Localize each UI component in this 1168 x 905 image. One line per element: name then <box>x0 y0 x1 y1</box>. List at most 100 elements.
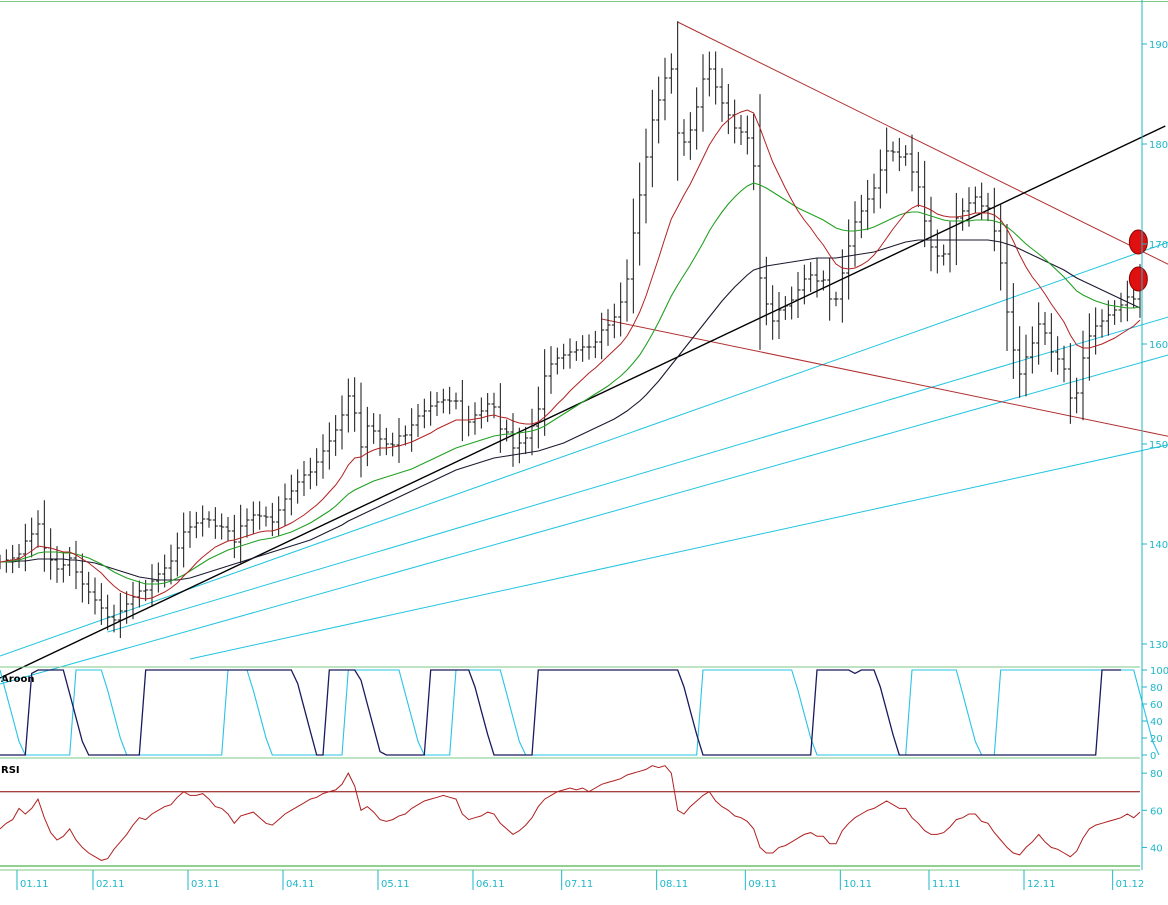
price-bar <box>846 219 852 300</box>
price-bar <box>92 577 98 615</box>
price-bar <box>339 395 345 450</box>
price-bar <box>212 507 218 539</box>
price-bar <box>675 21 681 181</box>
price-panel <box>0 1 1168 685</box>
ma-fast-line <box>0 109 1141 600</box>
xtick-label: 10.11 <box>843 879 872 890</box>
price-bar <box>352 377 358 432</box>
price-bar <box>725 83 731 135</box>
aroon-ytick-label: 80 <box>1150 683 1163 694</box>
price-bar <box>86 571 92 605</box>
price-bar <box>852 201 858 267</box>
price-ytick-label: 1300 <box>1149 640 1168 651</box>
price-bar <box>782 296 788 320</box>
trendline-up-3 <box>189 444 1168 660</box>
price-bar <box>288 474 294 516</box>
trendline-up-1 <box>107 316 1168 633</box>
price-bar <box>592 330 598 359</box>
price-bar <box>478 397 484 429</box>
price-bar <box>795 272 801 318</box>
price-bar <box>326 422 332 470</box>
trendline-down-0 <box>677 21 1168 265</box>
price-bar <box>510 413 516 467</box>
price-bar <box>757 94 763 350</box>
price-bar <box>1042 311 1048 346</box>
price-bar <box>662 57 668 121</box>
price-bar <box>820 270 826 291</box>
price-bar <box>681 119 687 156</box>
price-bar <box>618 282 624 337</box>
price-bar <box>453 392 459 410</box>
rsi-ytick-label: 40 <box>1150 843 1163 854</box>
price-ytick-label: 1600 <box>1149 340 1168 351</box>
price-bar <box>833 291 839 307</box>
ma-mid-line <box>0 182 1141 585</box>
price-bar <box>98 583 104 625</box>
price-bar <box>440 388 446 414</box>
price-bar <box>333 415 339 456</box>
price-bar <box>143 579 149 602</box>
price-bar <box>1036 302 1042 365</box>
price-bar <box>903 145 909 166</box>
price-bar <box>181 512 187 568</box>
aroon-up-line <box>0 669 1121 756</box>
price-bar <box>111 604 117 633</box>
x-axis: 01.11 02.11 03.11 04.11 05.11 06.11 07.11 08.11… <box>0 869 1145 890</box>
price-bar <box>377 414 383 456</box>
price-bar <box>656 76 662 144</box>
price-bar <box>35 510 41 548</box>
trendline-up-0 <box>0 241 1168 657</box>
price-bar <box>428 391 434 426</box>
price-bar <box>535 386 541 449</box>
price-bar <box>244 508 250 538</box>
price-bar <box>580 335 586 362</box>
price-bar <box>434 392 440 416</box>
price-bar <box>497 383 503 453</box>
price-bar <box>523 426 529 455</box>
price-bar <box>972 186 978 214</box>
price-bar <box>263 506 269 527</box>
price-bar <box>839 249 845 323</box>
price-bar <box>529 408 535 456</box>
price-bar <box>554 347 560 375</box>
price-bar <box>624 259 630 322</box>
price-bar <box>409 408 415 452</box>
price-bar <box>979 182 985 221</box>
price-bar <box>637 162 643 266</box>
price-bar <box>105 594 111 631</box>
price-bar <box>998 203 1004 291</box>
aroon-title: Aroon <box>1 674 35 685</box>
xtick-label: 01.12 <box>1116 879 1145 890</box>
price-bar <box>1061 345 1067 383</box>
price-bar <box>808 262 814 292</box>
price-bar <box>890 141 896 162</box>
price-bar <box>928 196 934 272</box>
price-bar <box>516 427 522 464</box>
price-bar <box>1023 334 1029 397</box>
price-bar <box>542 349 548 436</box>
price-bar <box>1067 343 1073 424</box>
price-bar <box>257 501 263 530</box>
price-bar <box>22 523 28 572</box>
trendlines <box>0 21 1168 685</box>
aroon-ytick-label: 40 <box>1150 717 1163 728</box>
price-bar <box>320 434 326 479</box>
price-bar <box>60 551 66 583</box>
price-bar <box>865 179 871 231</box>
aroon-ytick-label: 20 <box>1150 734 1163 745</box>
price-bar <box>789 286 795 320</box>
price-bar <box>1099 309 1105 338</box>
price-bar <box>776 292 782 339</box>
price-bar <box>504 419 510 442</box>
price-bar <box>1017 326 1023 398</box>
price-bar <box>447 386 453 415</box>
price-bar <box>390 432 396 457</box>
price-bar <box>567 338 573 369</box>
price-bar <box>1124 280 1130 322</box>
price-bar <box>282 483 288 526</box>
rsi-line <box>0 765 1141 861</box>
price-bar <box>364 406 370 467</box>
price-bar <box>966 187 972 227</box>
